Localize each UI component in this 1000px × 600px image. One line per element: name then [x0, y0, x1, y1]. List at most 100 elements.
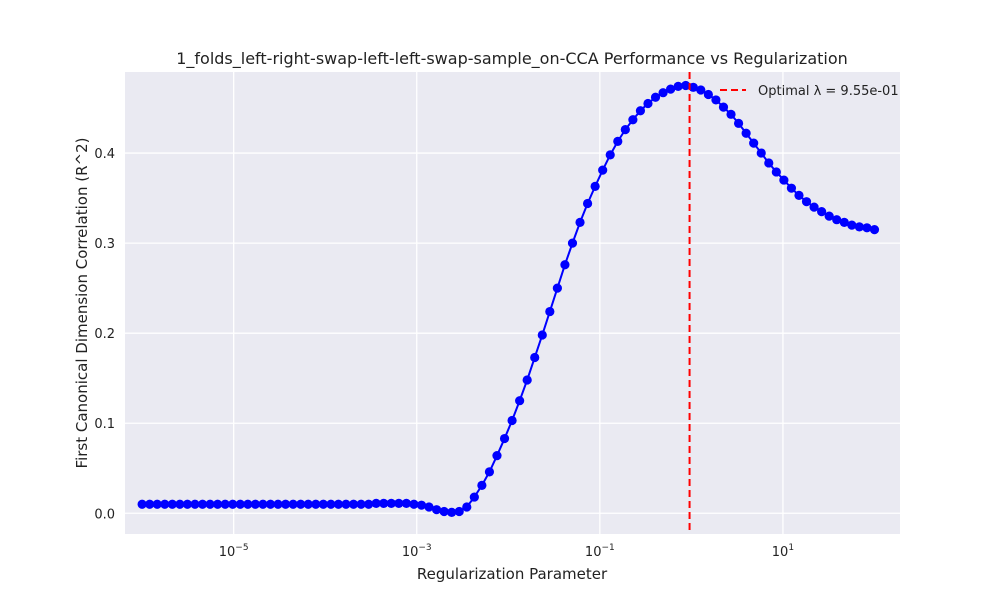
data-point [598, 165, 608, 175]
data-point [605, 150, 615, 160]
data-point [824, 211, 834, 221]
data-point [250, 499, 260, 509]
data-point [152, 499, 162, 509]
data-point [258, 499, 268, 509]
data-point [756, 148, 766, 158]
data-point [590, 181, 600, 191]
data-point [469, 492, 479, 502]
data-point [401, 498, 411, 508]
data-point [703, 89, 713, 100]
data-point [462, 502, 472, 512]
data-point [499, 433, 510, 444]
data-point [530, 352, 540, 363]
data-point [801, 197, 812, 207]
data-point [643, 98, 653, 109]
data-point [582, 198, 593, 209]
data-point [794, 190, 804, 200]
y-tick-label: 0.0 [94, 507, 115, 522]
data-point [741, 128, 751, 138]
data-point [243, 499, 253, 509]
data-point [567, 238, 578, 248]
data-point [431, 505, 442, 515]
data-point [160, 499, 170, 509]
data-point [303, 499, 313, 509]
data-point [205, 499, 215, 509]
data-point [764, 158, 774, 168]
x-tick-label: 10−3 [402, 543, 432, 560]
data-point [492, 451, 502, 461]
data-point [409, 499, 419, 509]
data-point [673, 81, 683, 92]
data-point [537, 330, 547, 340]
data-point [628, 115, 638, 125]
data-point [718, 102, 729, 112]
x-tick-label: 10−1 [585, 543, 615, 560]
data-point [288, 499, 298, 509]
data-point [386, 498, 396, 508]
data-point [666, 84, 676, 94]
data-point [447, 507, 457, 517]
data-point [507, 415, 517, 426]
plot-area [125, 72, 900, 534]
data-point [197, 499, 208, 509]
data-point [733, 118, 744, 128]
y-axis-label: First Canonical Dimension Correlation (R… [73, 138, 91, 469]
data-point [416, 500, 427, 510]
data-point [522, 375, 532, 385]
y-ticks: 0.0 0.1 0.2 0.3 0.4 [94, 147, 115, 522]
data-point [869, 225, 880, 235]
data-point [394, 498, 404, 508]
data-point [854, 222, 864, 232]
data-point [182, 499, 193, 509]
data-point [213, 499, 223, 509]
data-point [175, 499, 185, 509]
data-point [280, 499, 291, 509]
x-axis-label: Regularization Parameter [417, 565, 608, 583]
data-point [311, 499, 321, 509]
data-point [545, 306, 555, 317]
data-point [681, 80, 691, 91]
data-point [552, 283, 562, 293]
data-point [348, 499, 359, 509]
data-point [847, 220, 857, 230]
data-point [137, 499, 147, 509]
data-point [326, 499, 336, 509]
chart-title: 1_folds_left-right-swap-left-left-swap-s… [176, 49, 848, 69]
data-point [167, 499, 177, 509]
data-point [484, 467, 495, 477]
data-point [333, 499, 344, 509]
legend: Optimal λ = 9.55e-01 [720, 84, 899, 99]
data-point [273, 499, 283, 509]
data-point [696, 85, 706, 95]
data-point [318, 499, 328, 509]
data-point [439, 506, 449, 517]
data-point [235, 499, 245, 509]
data-point [356, 499, 366, 509]
data-point [839, 217, 849, 227]
data-point [749, 138, 759, 148]
y-tick-label: 0.2 [94, 327, 115, 342]
data-point [190, 499, 200, 509]
data-point [477, 480, 487, 490]
data-point [145, 499, 155, 509]
data-point [862, 223, 872, 233]
data-point [515, 396, 525, 406]
data-point [228, 499, 238, 509]
data-point [265, 499, 276, 509]
data-point [817, 206, 827, 217]
data-point [379, 498, 389, 508]
data-point [341, 499, 351, 509]
data-point [786, 183, 797, 193]
data-point [613, 136, 623, 146]
data-point [220, 499, 230, 509]
data-point [296, 499, 306, 509]
y-tick-label: 0.4 [94, 147, 115, 162]
data-point [635, 106, 646, 116]
y-tick-label: 0.1 [94, 417, 115, 432]
data-point [658, 88, 668, 98]
data-point [832, 215, 842, 225]
y-tick-label: 0.3 [94, 237, 115, 252]
data-point [371, 498, 381, 508]
data-point [364, 499, 374, 509]
